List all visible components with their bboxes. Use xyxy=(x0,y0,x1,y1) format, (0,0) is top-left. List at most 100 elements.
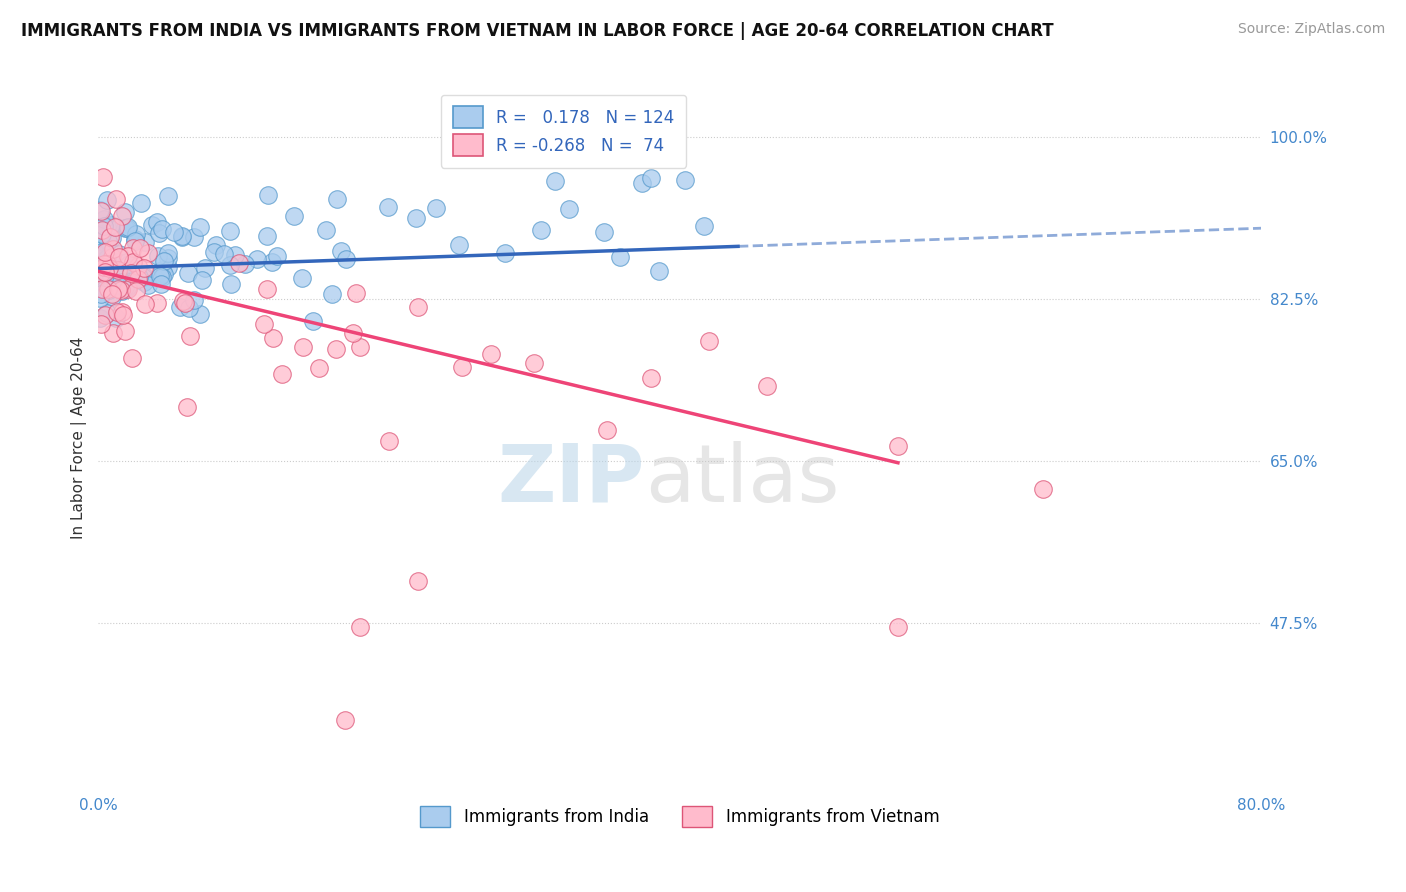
Point xyxy=(117,282,139,296)
Point xyxy=(117,219,139,234)
Point xyxy=(93,257,115,271)
Point xyxy=(150,270,173,285)
Point xyxy=(98,260,121,275)
Point xyxy=(107,282,129,296)
Point xyxy=(89,269,111,284)
Point xyxy=(693,219,716,234)
Point xyxy=(110,284,132,298)
Point xyxy=(179,301,201,315)
Point xyxy=(115,255,138,269)
Point xyxy=(172,294,194,309)
Point xyxy=(93,263,115,277)
Text: atlas: atlas xyxy=(645,441,839,519)
Point xyxy=(253,317,276,331)
Point xyxy=(110,263,132,277)
Point xyxy=(121,255,143,269)
Y-axis label: In Labor Force | Age 20-64: In Labor Force | Age 20-64 xyxy=(72,336,87,539)
Point xyxy=(90,227,112,242)
Point xyxy=(1032,482,1054,496)
Point xyxy=(291,270,314,285)
Point xyxy=(246,252,269,266)
Point xyxy=(131,196,153,211)
Point xyxy=(97,259,120,273)
Point xyxy=(301,314,323,328)
Point xyxy=(114,205,136,219)
Point xyxy=(647,264,669,278)
Point xyxy=(150,262,173,277)
Point xyxy=(153,254,176,268)
Point xyxy=(128,270,150,285)
Point xyxy=(104,311,127,326)
Point xyxy=(153,267,176,281)
Point xyxy=(233,257,256,271)
Point xyxy=(108,250,131,264)
Point xyxy=(121,241,143,255)
Point xyxy=(125,284,148,298)
Point xyxy=(134,297,156,311)
Point xyxy=(179,329,201,343)
Point xyxy=(150,277,173,291)
Text: ZIP: ZIP xyxy=(498,441,645,519)
Point xyxy=(887,620,910,634)
Point xyxy=(640,371,662,385)
Point xyxy=(344,285,367,300)
Point xyxy=(170,230,193,244)
Point xyxy=(224,248,246,262)
Point xyxy=(183,293,205,307)
Point xyxy=(405,211,427,226)
Point xyxy=(529,223,551,237)
Point xyxy=(108,246,131,260)
Point xyxy=(101,242,124,256)
Point xyxy=(169,300,191,314)
Point xyxy=(120,266,142,280)
Point xyxy=(100,219,122,233)
Point xyxy=(97,282,120,296)
Point xyxy=(96,219,118,233)
Point xyxy=(96,194,118,208)
Point xyxy=(887,439,910,453)
Point xyxy=(134,261,156,276)
Point xyxy=(89,280,111,294)
Point xyxy=(335,252,357,267)
Point xyxy=(90,317,112,331)
Point xyxy=(176,400,198,414)
Point xyxy=(377,200,399,214)
Point xyxy=(134,235,156,249)
Point xyxy=(266,249,288,263)
Point xyxy=(107,254,129,268)
Point xyxy=(89,234,111,248)
Point xyxy=(494,246,516,260)
Point xyxy=(183,230,205,244)
Point xyxy=(148,249,170,263)
Point xyxy=(315,223,337,237)
Point xyxy=(283,209,305,223)
Point xyxy=(100,269,122,284)
Point xyxy=(94,245,117,260)
Point xyxy=(194,261,217,276)
Point xyxy=(544,174,567,188)
Point xyxy=(640,170,662,185)
Point xyxy=(172,228,194,243)
Point xyxy=(98,251,121,265)
Point xyxy=(256,228,278,243)
Point xyxy=(115,220,138,235)
Point xyxy=(325,342,347,356)
Point xyxy=(101,230,124,244)
Point xyxy=(117,279,139,293)
Point xyxy=(101,286,124,301)
Point xyxy=(523,356,546,370)
Point xyxy=(342,326,364,340)
Point xyxy=(93,219,115,233)
Point xyxy=(308,361,330,376)
Point xyxy=(335,713,357,727)
Point xyxy=(94,265,117,279)
Point xyxy=(479,347,502,361)
Point xyxy=(104,192,127,206)
Point xyxy=(90,204,112,219)
Point xyxy=(96,251,118,265)
Point xyxy=(256,282,278,296)
Point xyxy=(124,232,146,246)
Point xyxy=(111,275,134,289)
Point xyxy=(136,278,159,293)
Point xyxy=(100,250,122,264)
